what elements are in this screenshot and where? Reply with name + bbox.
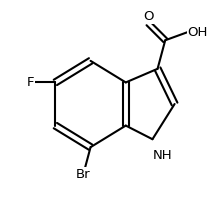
- Text: Br: Br: [76, 168, 90, 181]
- Text: NH: NH: [153, 149, 172, 162]
- Text: OH: OH: [188, 26, 208, 39]
- Text: O: O: [143, 10, 154, 23]
- Text: F: F: [27, 76, 34, 89]
